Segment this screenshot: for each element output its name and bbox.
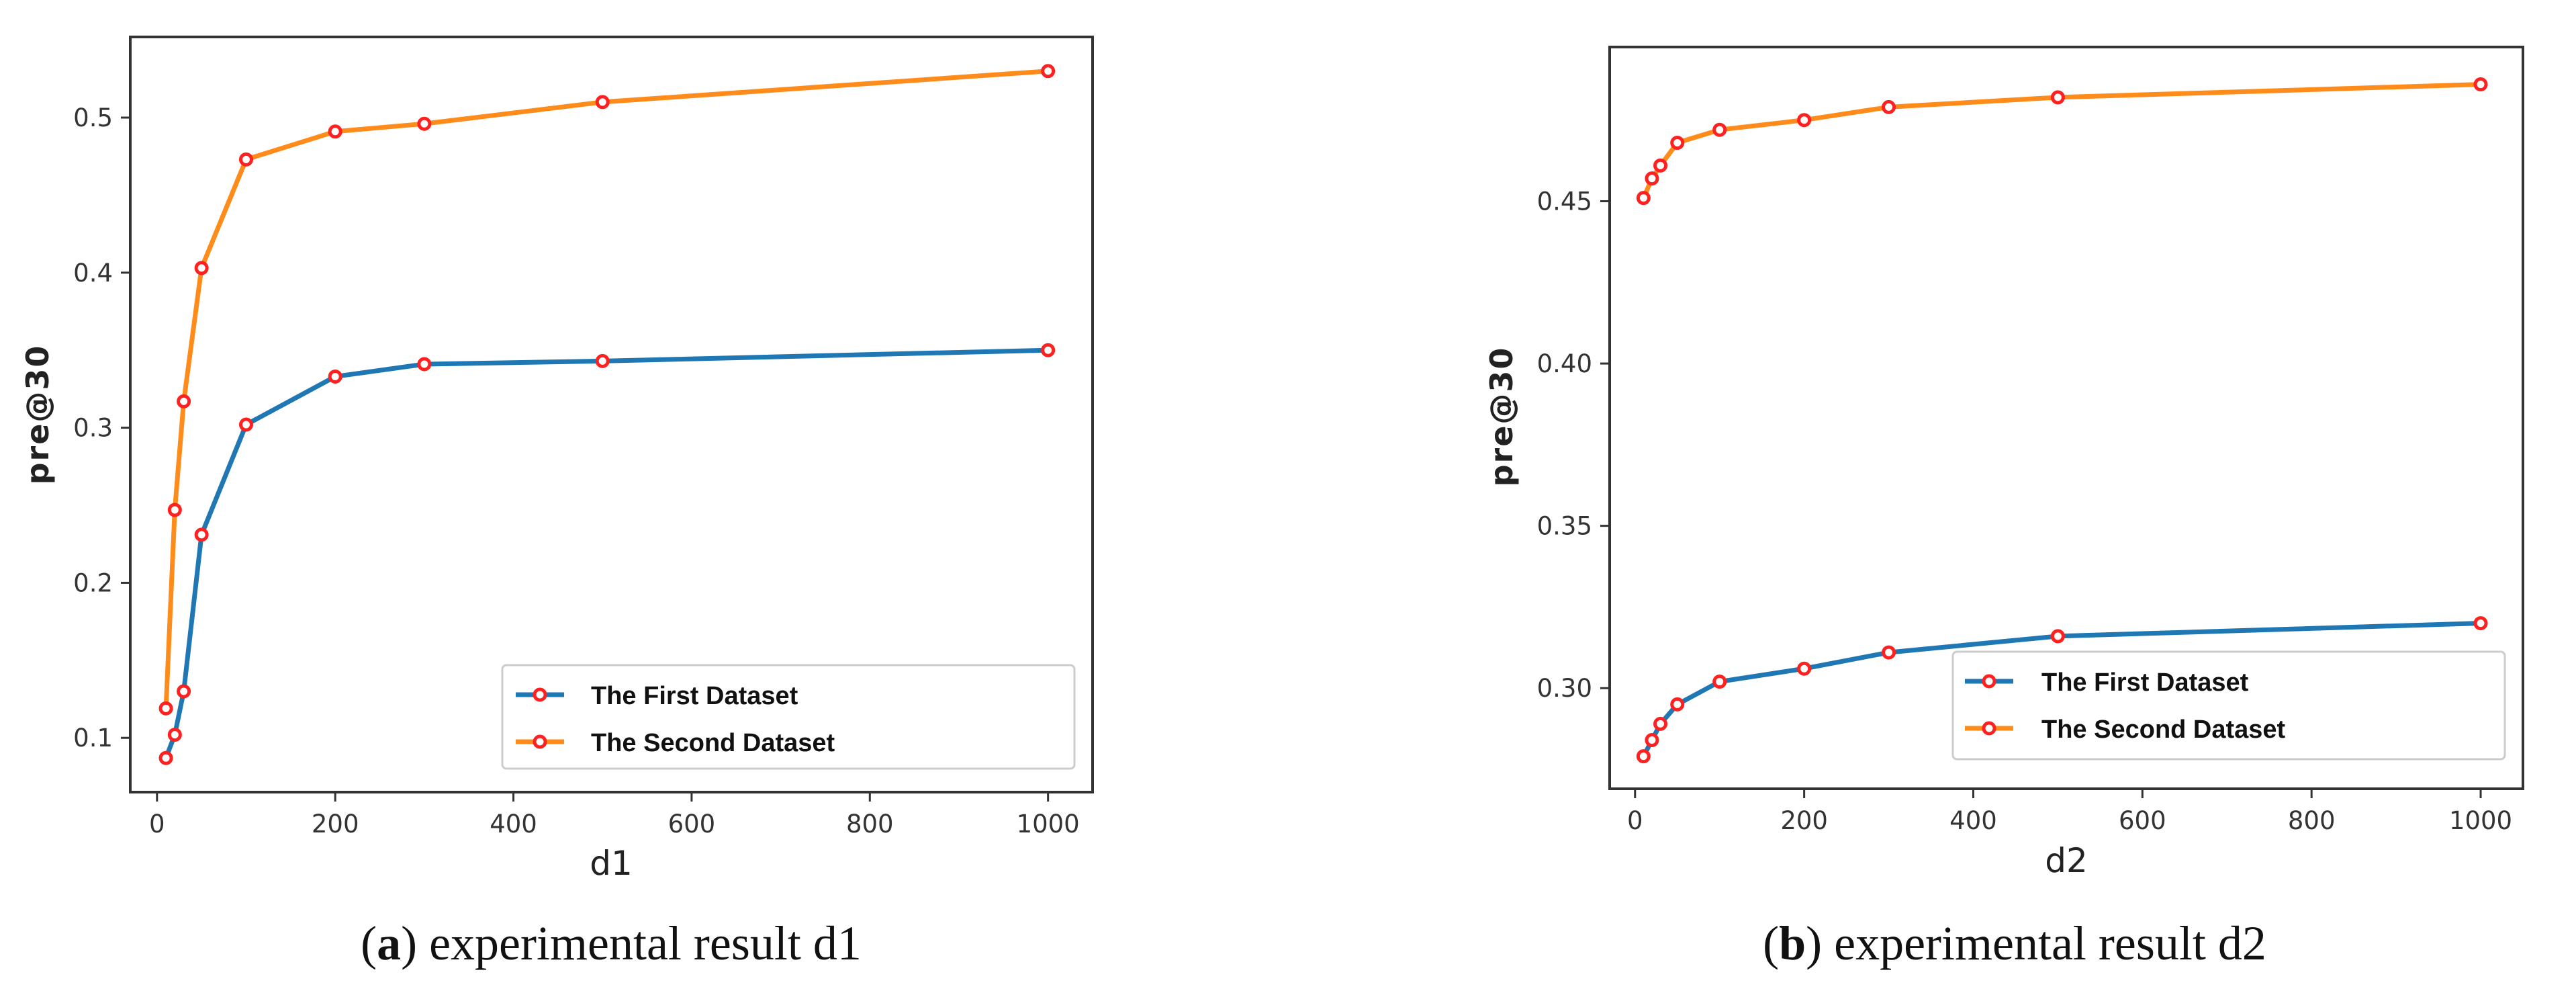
plot-frame-b [1608, 46, 2524, 790]
y-tick-label: 0.2 [73, 568, 113, 597]
x-axis-label-b: d2 [2045, 841, 2088, 880]
legend-label-first-a: The First Dataset [591, 682, 798, 710]
data-point [1653, 158, 1668, 173]
legend-box-a [501, 664, 1076, 770]
x-tick-label: 0 [1627, 806, 1643, 835]
data-point [1882, 99, 1896, 114]
data-point [1636, 749, 1651, 764]
caption-b: (b) experimental result d2 [1763, 916, 2266, 970]
data-point [167, 503, 182, 517]
legend-marker-first-b [1982, 674, 1996, 689]
data-point [177, 684, 191, 699]
series-b [1636, 77, 2488, 764]
data-point [167, 728, 182, 742]
y-ticks-a: 0.1 0.2 0.3 0.4 0.5 [73, 103, 130, 752]
chart-panel-a: 0.1 0.2 0.3 0.4 0.5 0 200 400 600 800 1000 d1 pre… [19, 36, 1094, 970]
data-point [328, 124, 342, 139]
data-point [595, 95, 610, 110]
data-point [2050, 629, 2065, 644]
x-tick-label: 400 [490, 810, 537, 838]
data-point [2473, 77, 2488, 92]
caption-letter-b: b [1779, 916, 1806, 970]
legend-marker-second-a [533, 734, 547, 749]
data-point [1653, 716, 1668, 731]
legend-a: The First Dataset The Second Dataset [501, 664, 1076, 770]
y-tick-label: 0.1 [73, 724, 113, 752]
data-point [158, 750, 173, 765]
x-ticks-b: 0 200 400 600 800 1000 [1627, 789, 2512, 835]
data-point [1797, 661, 1812, 676]
x-tick-label: 600 [668, 810, 716, 838]
data-point [1712, 122, 1727, 137]
x-tick-label: 600 [2119, 806, 2166, 835]
data-point [417, 116, 432, 131]
data-point [194, 261, 209, 275]
data-point [238, 417, 253, 432]
legend-label-second-a: The Second Dataset [591, 729, 835, 757]
chart-panel-b: 0.30 0.35 0.40 0.45 0 200 400 600 800 1000 d2 pr… [1483, 46, 2524, 970]
data-point [1670, 697, 1685, 712]
data-point [194, 527, 209, 542]
y-tick-label: 0.5 [73, 103, 113, 132]
y-tick-label: 0.30 [1537, 674, 1592, 703]
data-point [158, 701, 173, 716]
legend-b: The First Dataset The Second Dataset [1951, 650, 2506, 761]
data-point [2473, 616, 2488, 631]
x-tick-label: 200 [1780, 806, 1828, 835]
x-ticks-a: 0 200 400 600 800 1000 [149, 792, 1080, 838]
legend-marker-first-a [533, 687, 547, 702]
data-point [1645, 171, 1659, 186]
data-point [417, 357, 432, 372]
data-point [1882, 645, 1896, 660]
data-point [1670, 136, 1685, 150]
data-point [177, 394, 191, 408]
x-tick-label: 1000 [2449, 806, 2512, 835]
series-line-2 [163, 69, 1048, 709]
caption-letter-a: a [377, 916, 401, 970]
data-point [1645, 733, 1659, 748]
data-point [238, 152, 253, 167]
caption-text-a: experimental result d1 [429, 916, 862, 970]
data-point [1041, 343, 1056, 357]
y-tick-label: 0.40 [1537, 349, 1592, 378]
plot-frame-a [129, 36, 1094, 793]
x-tick-label: 400 [1949, 806, 1997, 835]
data-point [1636, 191, 1651, 206]
data-point [1712, 675, 1727, 689]
y-tick-label: 0.4 [73, 259, 113, 288]
x-tick-label: 800 [846, 810, 894, 838]
x-tick-label: 0 [149, 810, 165, 838]
data-point [1041, 64, 1056, 79]
y-axis-label-a: pre@30 [19, 345, 56, 485]
y-tick-label: 0.35 [1537, 512, 1592, 541]
x-tick-label: 200 [312, 810, 359, 838]
y-tick-label: 0.3 [73, 414, 113, 443]
legend-box-b [1951, 650, 2506, 761]
y-tick-label: 0.45 [1537, 187, 1592, 216]
caption-a: (a) experimental result d1 [361, 916, 862, 970]
x-tick-label: 1000 [1017, 810, 1080, 838]
caption-text-b: experimental result d2 [1834, 916, 2266, 970]
data-point [328, 369, 342, 384]
data-point [1797, 113, 1812, 128]
legend-label-second-b: The Second Dataset [2041, 716, 2286, 744]
x-axis-label-a: d1 [590, 844, 633, 883]
data-point [2050, 90, 2065, 105]
y-axis-label-b: pre@30 [1483, 347, 1520, 487]
y-ticks-b: 0.30 0.35 0.40 0.45 [1537, 187, 1610, 703]
legend-label-first-b: The First Dataset [2041, 669, 2249, 697]
legend-marker-second-b [1982, 721, 1996, 736]
data-point [595, 353, 610, 368]
series-a [158, 64, 1056, 765]
x-tick-label: 800 [2288, 806, 2336, 835]
